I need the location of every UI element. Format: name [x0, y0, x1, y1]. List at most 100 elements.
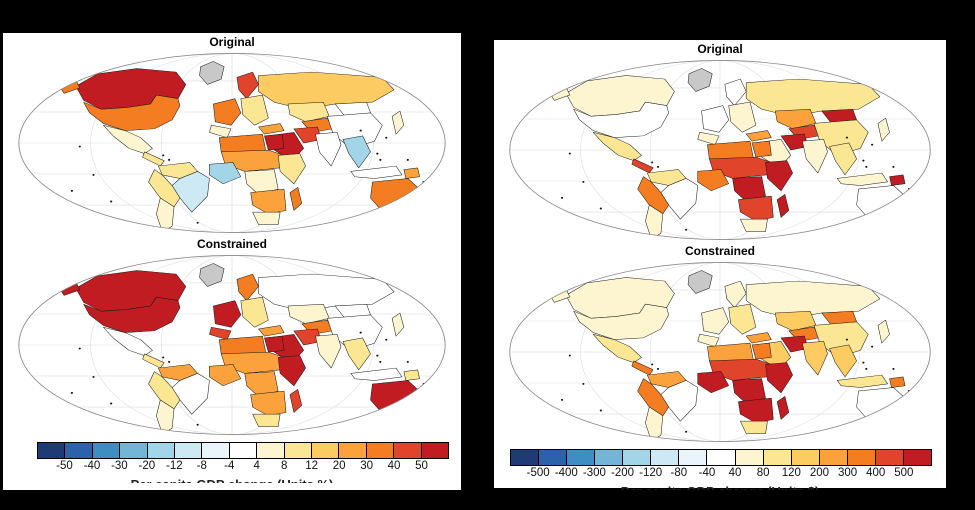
- island-dot: [92, 375, 95, 378]
- colorbar-tick: -12: [166, 460, 183, 472]
- island-dot: [196, 221, 199, 224]
- region-iberia: [209, 327, 232, 340]
- island-dot: [599, 207, 602, 210]
- island-dot: [162, 356, 165, 359]
- region-southern_africa: [738, 195, 774, 222]
- island-dot: [379, 360, 382, 363]
- region-south_africa: [252, 211, 281, 225]
- world-map-container: [502, 56, 938, 244]
- colorbar-cell: [366, 443, 395, 458]
- colorbar-caption-clipped: Per capita GDP change (Units %): [11, 478, 453, 483]
- island-dot: [568, 152, 571, 155]
- region-mexico: [592, 334, 642, 363]
- colorbar-tick: -200: [611, 467, 635, 479]
- colorbar-cell: [707, 450, 736, 465]
- map-outline: [18, 53, 446, 233]
- colorbar-tick: -30: [111, 460, 128, 472]
- island-dot: [651, 363, 654, 366]
- island-dot: [385, 136, 388, 139]
- region-greenland: [687, 68, 713, 92]
- island-dot: [871, 143, 874, 146]
- island-dot: [376, 152, 379, 155]
- island-dot: [892, 367, 895, 370]
- colorbar-cell: [421, 443, 449, 458]
- region-se_asia: [829, 344, 857, 378]
- map-graticule: [509, 60, 931, 240]
- island-dot: [871, 345, 874, 348]
- map-graticule: [18, 53, 446, 233]
- region-new_zealand: [427, 208, 440, 229]
- island-dot: [845, 338, 848, 341]
- region-turkey: [745, 332, 772, 344]
- colorbar-cell: [903, 450, 931, 465]
- region-japan: [391, 312, 405, 337]
- colorbar-cell: [92, 443, 121, 458]
- region-egypt: [264, 133, 285, 151]
- region-europe_east: [728, 303, 757, 335]
- island-dot: [561, 398, 564, 401]
- region-australia: [856, 387, 910, 425]
- world-map: [509, 60, 931, 240]
- colorbar-cell: [819, 450, 848, 465]
- region-kazakh: [774, 108, 817, 129]
- region-scandinavia: [724, 280, 747, 308]
- region-png: [889, 376, 906, 388]
- colorbar-cell: [120, 443, 148, 458]
- region-europe_east: [728, 101, 757, 133]
- region-west_africa: [697, 371, 729, 394]
- region-west_africa: [209, 162, 242, 185]
- colorbar: [37, 442, 449, 459]
- region-iberia: [697, 132, 720, 145]
- colorbar-tick: -500: [526, 467, 550, 479]
- island-dot: [845, 136, 848, 139]
- island-dot: [685, 430, 688, 433]
- region-png: [403, 369, 420, 381]
- region-central_america: [142, 151, 165, 167]
- region-south_africa: [740, 218, 768, 232]
- colorbar-tick: -8: [196, 460, 207, 472]
- colorbar-cell: [38, 443, 66, 458]
- colorbar-tick: -50: [56, 460, 73, 472]
- region-indonesia: [836, 172, 888, 186]
- colorbar-tick: 12: [305, 460, 319, 472]
- region-andes: [637, 176, 669, 215]
- map-title: Original: [697, 42, 743, 56]
- region-mexico: [103, 327, 153, 356]
- region-greenland: [687, 270, 713, 294]
- map-outline: [18, 255, 446, 435]
- island-dot: [656, 165, 660, 168]
- region-turkey: [745, 130, 772, 142]
- region-japan: [877, 117, 890, 142]
- colorbar-tick: 80: [756, 467, 770, 479]
- region-europe_east: [240, 94, 269, 126]
- region-andes: [148, 169, 181, 208]
- colorbar-tick: -40: [83, 460, 101, 472]
- region-scandinavia: [724, 78, 747, 106]
- colorbar-cell: [791, 450, 820, 465]
- colorbar-tick: 200: [809, 467, 830, 479]
- island-dot: [865, 367, 868, 370]
- region-southern_africa: [738, 397, 774, 424]
- island-dot: [651, 161, 654, 164]
- island-dot: [168, 158, 171, 161]
- map-graticule: [509, 262, 931, 442]
- region-southern_africa: [250, 188, 287, 215]
- region-west_africa: [209, 364, 242, 387]
- region-new_zealand: [427, 410, 440, 431]
- region-scandinavia: [236, 71, 259, 99]
- colorbar-tick: 40: [387, 460, 401, 472]
- region-russia: [745, 78, 881, 117]
- region-europe_east: [240, 296, 269, 328]
- region-south_asia: [802, 341, 828, 376]
- colorbar-tick: 50: [415, 460, 428, 472]
- region-scandinavia: [236, 273, 259, 301]
- region-egypt: [264, 335, 285, 353]
- region-madagascar: [289, 389, 303, 413]
- region-indonesia: [350, 367, 403, 381]
- island-dot: [168, 360, 171, 363]
- colorbar-cell: [847, 450, 876, 465]
- region-greenland: [199, 263, 225, 287]
- colorbar-cell: [339, 443, 367, 458]
- island-dot: [582, 180, 585, 183]
